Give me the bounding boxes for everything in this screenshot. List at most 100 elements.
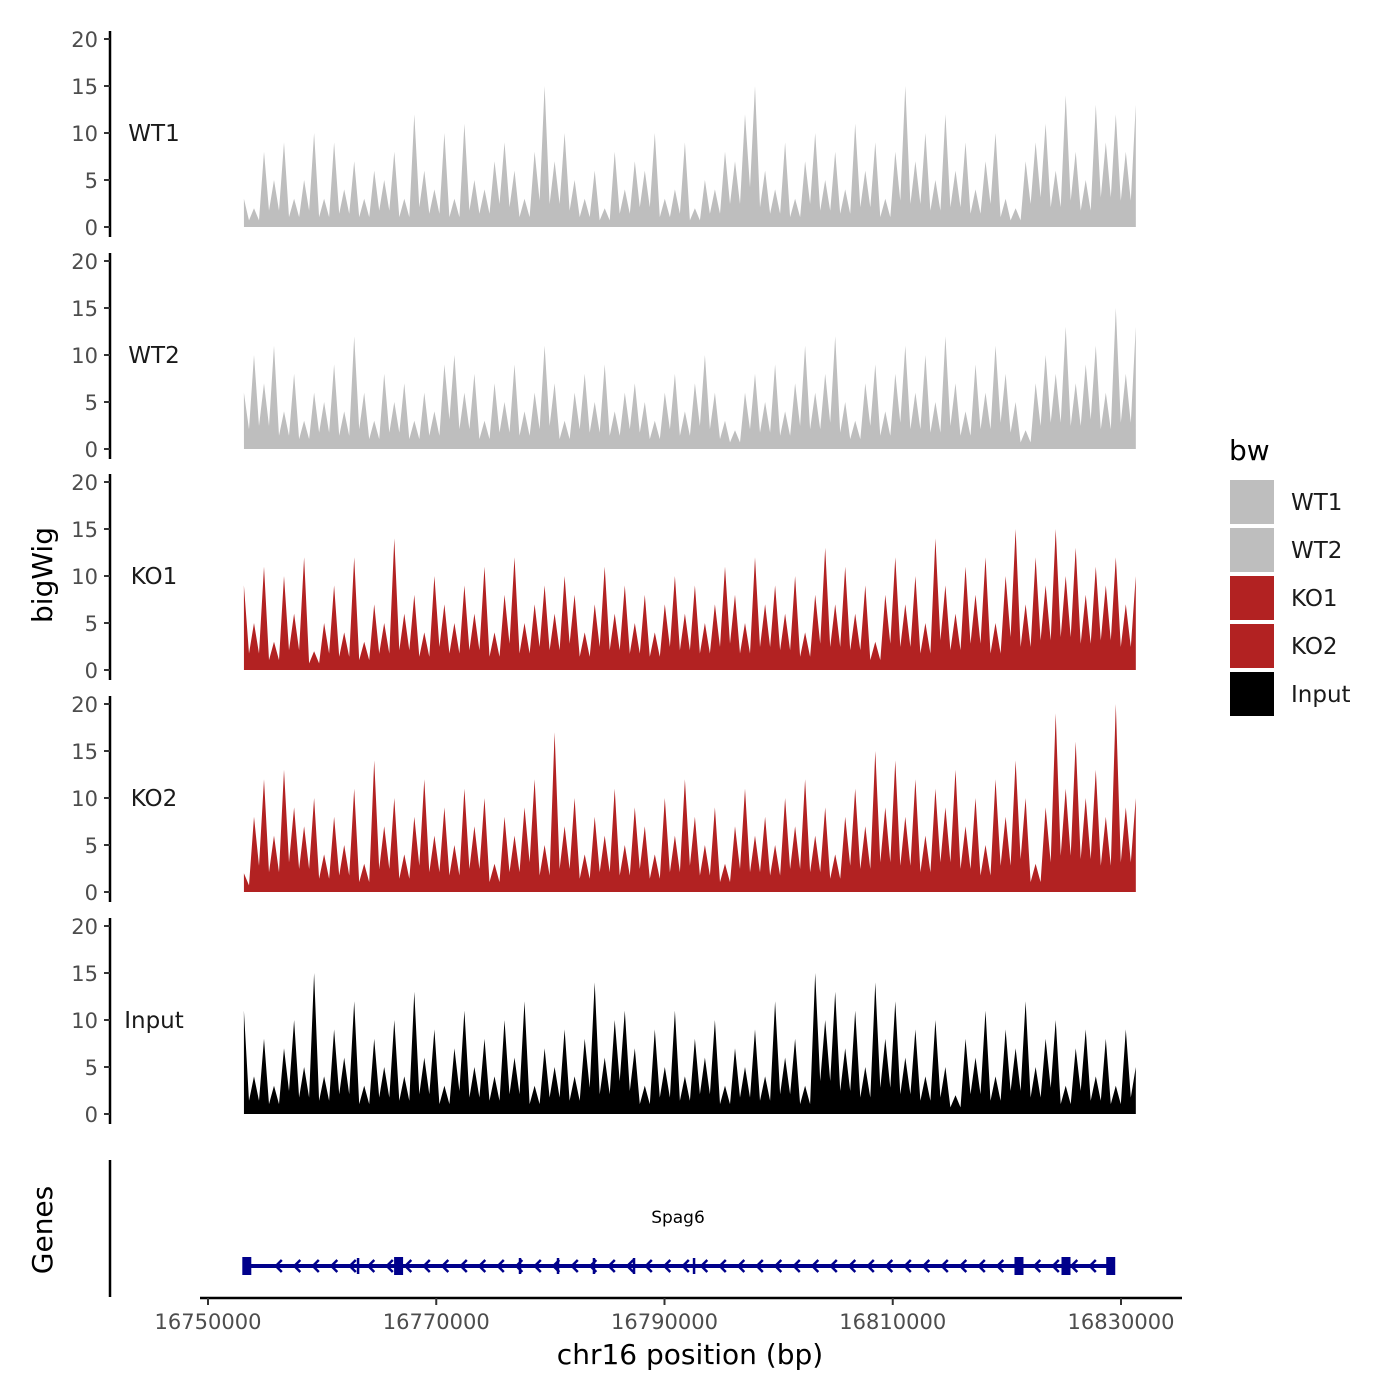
area-wt1 <box>243 86 1136 227</box>
exon <box>556 1258 560 1274</box>
panel-input: 0 5 10 15 20 Input <box>71 915 1136 1127</box>
legend: bw WT1 WT2 KO1 KO2 Input <box>1229 434 1351 716</box>
strand-arrow-icon <box>662 1259 672 1273</box>
strand-arrow-icon <box>810 1259 820 1273</box>
strand-arrow-icon <box>736 1259 746 1273</box>
exon <box>1061 1257 1071 1275</box>
y-tick-label: 5 <box>85 169 98 193</box>
exon <box>1106 1257 1116 1275</box>
legend-key-wt2 <box>1230 528 1274 572</box>
y-tick-label: 5 <box>85 612 98 636</box>
strand-arrow-icon <box>773 1259 783 1273</box>
strand-arrow-icon <box>940 1259 949 1273</box>
strand-arrow-icon <box>903 1259 912 1273</box>
legend-key-wt1 <box>1230 480 1274 524</box>
x-axis: 16750000 16770000 16790000 16810000 16830000 <box>155 1296 1182 1334</box>
legend-title: bw <box>1229 434 1270 467</box>
strand-arrow-icon <box>995 1259 1005 1273</box>
genes-axis-title: Genes <box>26 1186 59 1274</box>
y-tick-label: 5 <box>85 391 98 415</box>
strand-arrow-icon <box>1088 1259 1097 1273</box>
strand-arrow-icon <box>440 1259 450 1273</box>
strand-arrow-icon <box>477 1259 487 1273</box>
track-label: WT2 <box>128 343 179 369</box>
x-tick-label: 16750000 <box>155 1310 262 1334</box>
x-axis-title: chr16 position (bp) <box>557 1338 823 1371</box>
legend-label: Input <box>1291 682 1351 708</box>
y-tick-label: 20 <box>71 471 98 495</box>
strand-arrow-icon <box>921 1259 931 1273</box>
panel-wt1: 0 5 10 15 20 WT1 <box>71 28 1136 240</box>
strand-arrow-icon <box>958 1259 968 1273</box>
area-input <box>243 973 1136 1114</box>
y-tick-label: 0 <box>85 438 98 462</box>
strand-arrow-icon <box>977 1259 986 1273</box>
strand-arrow-icon <box>884 1259 894 1273</box>
legend-key-ko2 <box>1230 624 1274 668</box>
strand-arrow-icon <box>311 1259 320 1273</box>
track-label: Input <box>124 1008 184 1034</box>
track-label: KO1 <box>131 564 178 590</box>
y-tick-label: 15 <box>71 297 98 321</box>
gene-name-label: Spag6 <box>651 1208 705 1228</box>
strand-arrow-icon <box>829 1259 838 1273</box>
strand-arrow-icon <box>699 1259 709 1273</box>
exon <box>1014 1257 1024 1275</box>
strand-arrow-icon <box>570 1259 579 1273</box>
exon <box>632 1258 636 1274</box>
strand-arrow-icon <box>403 1259 413 1273</box>
gene-track: Spag6 <box>108 1160 1116 1297</box>
y-tick-label: 10 <box>71 122 98 146</box>
y-tick-label: 10 <box>71 1009 98 1033</box>
track-label: WT1 <box>128 121 179 147</box>
y-tick-label: 20 <box>71 250 98 274</box>
track-label: KO2 <box>131 786 178 812</box>
strand-arrow-icon <box>847 1259 857 1273</box>
y-tick-label: 10 <box>71 344 98 368</box>
y-tick-label: 15 <box>71 962 98 986</box>
exon <box>394 1257 404 1275</box>
x-tick-label: 16810000 <box>839 1310 946 1334</box>
y-tick-label: 20 <box>71 693 98 717</box>
strand-arrow-icon <box>366 1259 376 1273</box>
strand-arrow-icon <box>718 1259 727 1273</box>
strand-arrow-icon <box>329 1259 339 1273</box>
exon <box>356 1258 360 1274</box>
strand-arrow-icon <box>625 1259 635 1273</box>
legend-label: WT2 <box>1291 538 1342 564</box>
x-tick-label: 16770000 <box>383 1310 490 1334</box>
strand-arrow-icon <box>1069 1259 1079 1273</box>
strand-arrow-icon <box>348 1259 357 1273</box>
y-tick-label: 0 <box>85 1103 98 1127</box>
strand-arrow-icon <box>792 1259 801 1273</box>
y-tick-label: 10 <box>71 787 98 811</box>
legend-label: KO2 <box>1291 634 1338 660</box>
y-tick-label: 5 <box>85 834 98 858</box>
strand-arrow-icon <box>496 1259 505 1273</box>
y-tick-label: 20 <box>71 28 98 52</box>
y-axis-title: bigWig <box>26 527 59 623</box>
y-tick-label: 15 <box>71 518 98 542</box>
strand-arrow-icon <box>607 1259 616 1273</box>
strand-arrow-icon <box>1032 1259 1042 1273</box>
strand-arrow-icon <box>644 1259 653 1273</box>
y-tick-label: 10 <box>71 565 98 589</box>
strand-arrow-icon <box>866 1259 875 1273</box>
strand-arrow-icon <box>755 1259 764 1273</box>
y-tick-label: 5 <box>85 1056 98 1080</box>
y-tick-label: 0 <box>85 216 98 240</box>
panel-ko2: 0 5 10 15 20 KO2 <box>71 693 1136 905</box>
strand-arrow-icon <box>1051 1259 1060 1273</box>
strand-arrow-icon <box>422 1259 431 1273</box>
legend-label: WT1 <box>1291 490 1342 516</box>
strand-arrow-icon <box>274 1259 283 1273</box>
strand-arrow-icon <box>459 1259 468 1273</box>
area-wt2 <box>243 308 1136 449</box>
y-tick-label: 0 <box>85 659 98 683</box>
legend-key-input <box>1230 672 1274 716</box>
strand-arrow-icon <box>292 1259 302 1273</box>
exon <box>592 1258 596 1274</box>
area-ko2 <box>243 704 1136 892</box>
panel-wt2: 0 5 10 15 20 WT2 <box>71 250 1136 462</box>
